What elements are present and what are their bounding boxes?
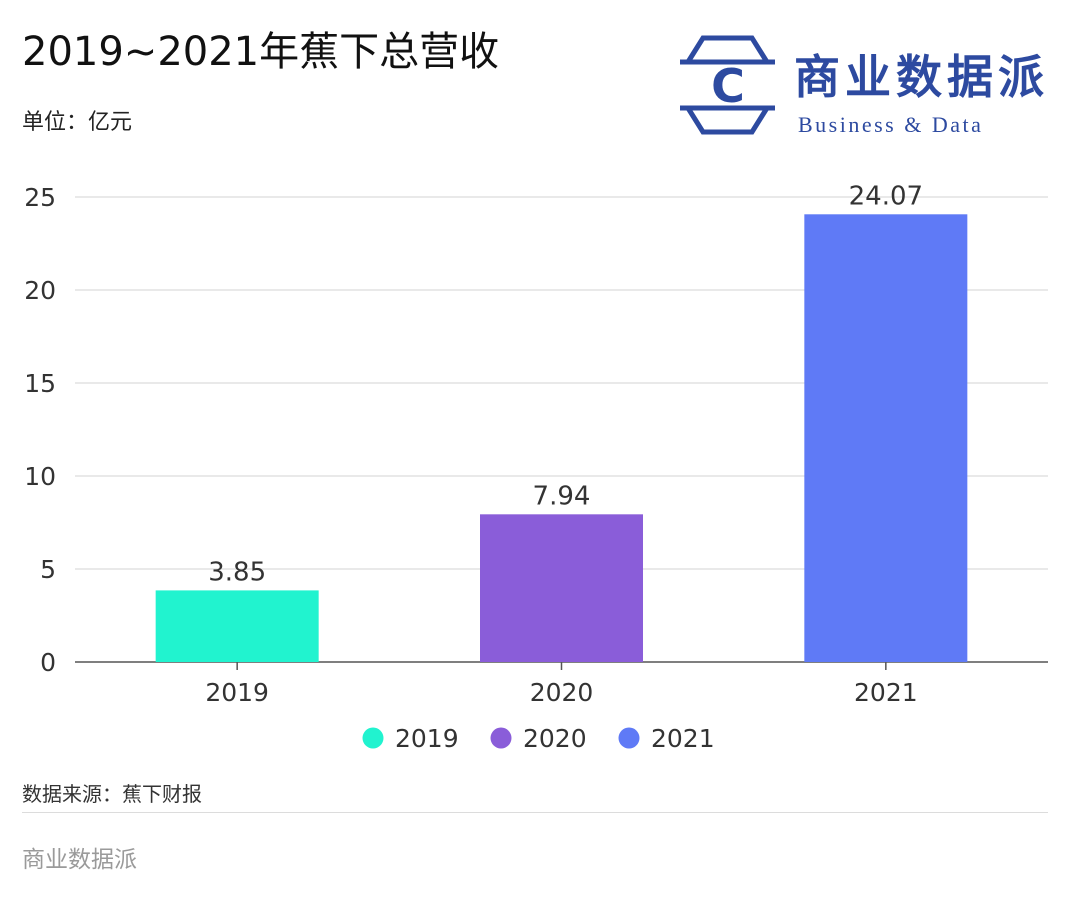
legend-marker	[618, 727, 640, 749]
logo-letter: C	[711, 59, 745, 113]
x-tick-label-2020: 2020	[530, 678, 594, 707]
legend-label: 2019	[395, 724, 459, 753]
footer-divider	[22, 812, 1048, 813]
legend-item-2020: 2020	[490, 724, 587, 753]
logo-hexagon-icon: C	[680, 35, 775, 135]
bar-2020	[480, 514, 643, 662]
y-tick-label: 10	[24, 462, 56, 491]
chart-title: 2019~2021年蕉下总营收	[22, 29, 500, 75]
data-label-2020: 7.94	[533, 481, 591, 511]
y-tick-label: 20	[24, 276, 56, 305]
bar-2021	[804, 214, 968, 662]
bar-2019	[155, 590, 319, 662]
footer-brand: 商业数据派	[22, 847, 137, 873]
data-label-2019: 3.85	[208, 557, 266, 587]
legend-label: 2021	[651, 724, 715, 753]
y-tick-label: 0	[40, 648, 56, 677]
y-tick-label: 5	[40, 555, 56, 584]
logo-name-en: Business & Data	[798, 112, 984, 137]
data-label-2021: 24.07	[849, 181, 923, 211]
x-tick-label-2021: 2021	[854, 678, 918, 707]
data-source: 数据来源：蕉下财报	[22, 782, 202, 806]
x-tick-label-2019: 2019	[205, 678, 269, 707]
y-tick-label: 15	[24, 369, 56, 398]
legend-item-2019: 2019	[362, 724, 459, 753]
logo-name-cn: 商业数据派	[794, 50, 1049, 104]
legend-marker	[490, 727, 512, 749]
unit-label: 单位：亿元	[22, 110, 133, 135]
brand-logo: C 商业数据派 Business & Data	[676, 30, 1068, 142]
legend-item-2021: 2021	[618, 724, 715, 753]
legend-label: 2020	[523, 724, 587, 753]
y-tick-label: 25	[24, 183, 56, 212]
legend-marker	[362, 727, 384, 749]
